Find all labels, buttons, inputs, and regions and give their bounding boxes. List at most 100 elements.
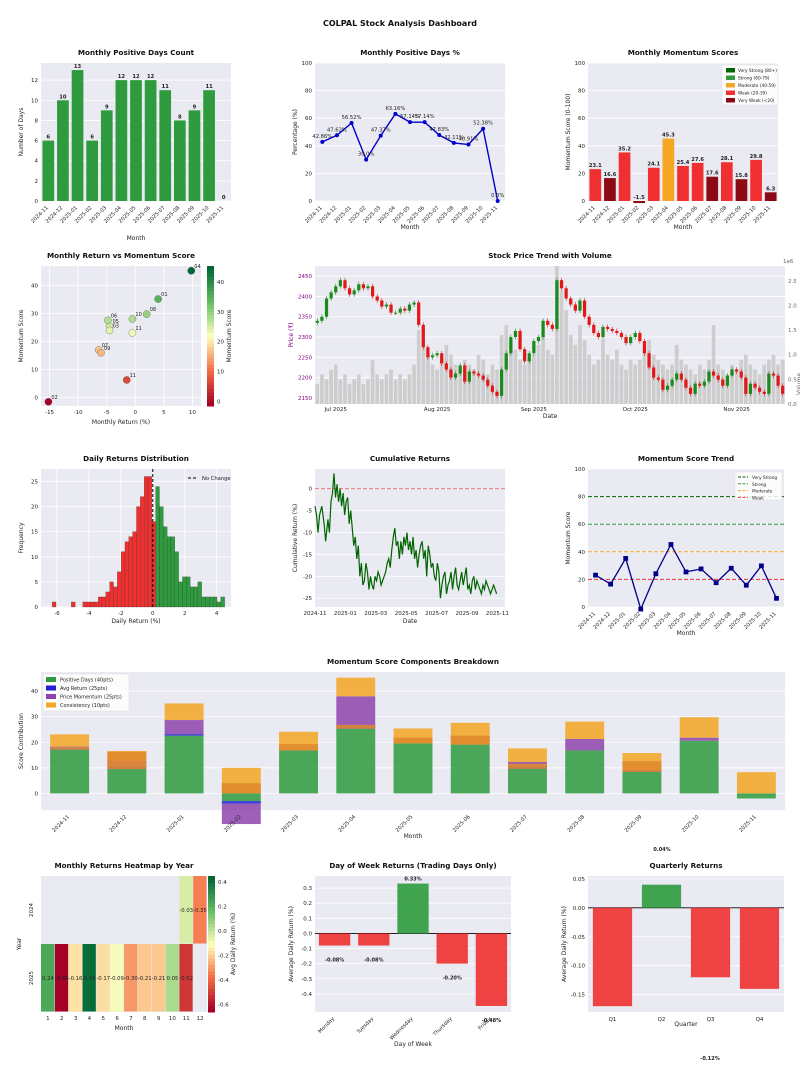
candle-body bbox=[707, 371, 711, 382]
quarterly-ytick-label: -0.05 bbox=[571, 935, 586, 941]
candle-body bbox=[407, 304, 412, 311]
stacked-bar-segment bbox=[565, 721, 605, 739]
candle-body bbox=[417, 302, 421, 325]
candle-body bbox=[624, 337, 628, 344]
point bbox=[683, 569, 689, 575]
legend-label: Moderate (40-59) bbox=[738, 83, 776, 89]
data-label: 24.1 bbox=[647, 162, 660, 168]
momentum_scores-ylabel: Momentum Score (0-100) bbox=[565, 94, 572, 171]
volume-bar bbox=[338, 379, 343, 404]
histogram-bar bbox=[140, 496, 145, 608]
dashboard-title: COLPAL Stock Analysis Dashboard bbox=[323, 19, 477, 28]
data-label: 28.1 bbox=[720, 156, 733, 162]
stacked-bar-segment bbox=[50, 747, 90, 750]
y2-tick-label: 1.5 bbox=[788, 328, 797, 334]
price_volume-xtick-label: Jul 2025 bbox=[324, 407, 348, 413]
components_breakdown-xtick-label: 2025-05 bbox=[395, 814, 415, 834]
stacked-bar-segment bbox=[622, 761, 662, 772]
volume-bar bbox=[476, 354, 481, 404]
colorbar-cell bbox=[208, 1001, 215, 1006]
daily_returns_hist-xlabel: Daily Return (%) bbox=[111, 618, 160, 625]
candle-body bbox=[555, 280, 559, 329]
heatmap-cell bbox=[151, 944, 165, 1012]
point bbox=[105, 326, 114, 335]
data-label: 0.0% bbox=[491, 193, 504, 199]
components_breakdown-xtick-label: 2025-03 bbox=[280, 814, 300, 834]
candle-body bbox=[559, 280, 564, 289]
returns_heatmap-ytick-label: 2025 bbox=[29, 971, 35, 985]
volume-bar bbox=[587, 354, 592, 404]
day_of_week-xtick-label: Wednesday bbox=[389, 1016, 414, 1041]
point bbox=[466, 142, 471, 147]
return_vs_momentum-xtick-label: -5 bbox=[104, 410, 110, 416]
candle-body bbox=[573, 304, 577, 311]
colorbar-tick: 30 bbox=[217, 310, 224, 316]
candle-body bbox=[541, 320, 545, 338]
bar bbox=[174, 120, 186, 201]
volume-bar bbox=[638, 359, 642, 404]
data-label: 16.6 bbox=[604, 172, 617, 178]
colorbar-cell bbox=[207, 280, 214, 284]
data-label: -0.20% bbox=[442, 976, 461, 982]
candle-body bbox=[527, 353, 531, 362]
positive_days_pct-title: Monthly Positive Days % bbox=[360, 48, 460, 57]
colorbar-cell bbox=[207, 385, 214, 389]
stacked-bar-segment bbox=[450, 744, 490, 794]
legend-label: Positive Days (40pts) bbox=[60, 678, 113, 684]
colorbar-cell bbox=[208, 876, 215, 880]
colorbar-cell bbox=[208, 971, 215, 976]
positive_days_pct-ytick-label: 20 bbox=[305, 171, 312, 177]
volume-bar bbox=[596, 359, 601, 404]
positive_days_count-ytick-label: 0 bbox=[35, 199, 39, 205]
momentum_trend-ytick-label: 0 bbox=[582, 605, 586, 611]
histogram-bar bbox=[124, 541, 129, 608]
legend-label: Weak (20-39) bbox=[738, 91, 767, 97]
daily_returns_hist-xtick-label: -2 bbox=[118, 611, 123, 617]
candle-body bbox=[375, 296, 379, 301]
candle-body bbox=[324, 298, 329, 317]
volume-bar bbox=[711, 325, 716, 404]
legend-swatch bbox=[46, 685, 56, 691]
colorbar-cell bbox=[207, 266, 214, 270]
momentum_scores-legend: Very Strong (80+) Strong (60-79)Moderate … bbox=[721, 64, 779, 106]
momentum_scores-ytick-label: 80 bbox=[578, 89, 585, 95]
candle-body bbox=[463, 365, 467, 382]
candle-body bbox=[684, 379, 688, 388]
colorbar-cell bbox=[207, 311, 214, 316]
bar bbox=[647, 167, 660, 201]
price_volume-xtick-label: Oct 2025 bbox=[623, 407, 649, 413]
candle-body bbox=[725, 375, 730, 386]
positive_days_pct-panel: Monthly Positive Days % Percentage (%) Mon… bbox=[292, 48, 505, 231]
colorbar-cell bbox=[208, 988, 215, 993]
heatmap-value: -0.21 bbox=[138, 976, 152, 982]
volume-bar bbox=[412, 364, 416, 404]
components_breakdown-xtick-label: 2025-11 bbox=[738, 814, 758, 834]
cumulative_returns-xtick-label: 2025-03 bbox=[364, 611, 387, 617]
data-label: 42.86% bbox=[312, 134, 332, 140]
components_breakdown-xtick-label: 2025-01 bbox=[166, 814, 186, 834]
bar bbox=[735, 179, 748, 201]
point bbox=[154, 295, 162, 303]
daily_returns_hist-ylabel: Frequency bbox=[18, 522, 25, 553]
data-label: 6 bbox=[46, 135, 50, 141]
cumulative_returns-ytick-label: -20 bbox=[303, 574, 312, 580]
return_vs_momentum-ytick-label: 40 bbox=[31, 284, 38, 290]
bar bbox=[115, 80, 128, 201]
colorbar-cell bbox=[207, 392, 214, 396]
volume-bar bbox=[508, 339, 513, 404]
returns_heatmap-xtick-label: 10 bbox=[169, 1016, 176, 1022]
stacked-bar-segment bbox=[164, 735, 204, 794]
day_of_week-xtick-label: Thursday bbox=[432, 1016, 454, 1038]
return_vs_momentum-xtick-label: 5 bbox=[162, 410, 166, 416]
colorbar-cell bbox=[207, 353, 214, 358]
returns_heatmap-panel: Monthly Returns Heatmap by Year Year Month… bbox=[16, 861, 237, 1032]
positive_days_pct-xlabel: Month bbox=[401, 224, 420, 231]
colorbar-cell bbox=[207, 283, 214, 288]
colorbar-cell bbox=[207, 381, 214, 386]
components_breakdown-ytick-label: 20 bbox=[31, 740, 38, 746]
positive_days_pct-ytick-label: 40 bbox=[305, 144, 312, 150]
data-label: 57.14% bbox=[415, 114, 435, 120]
histogram-bar bbox=[109, 581, 114, 608]
colorbar-cell bbox=[208, 947, 215, 952]
